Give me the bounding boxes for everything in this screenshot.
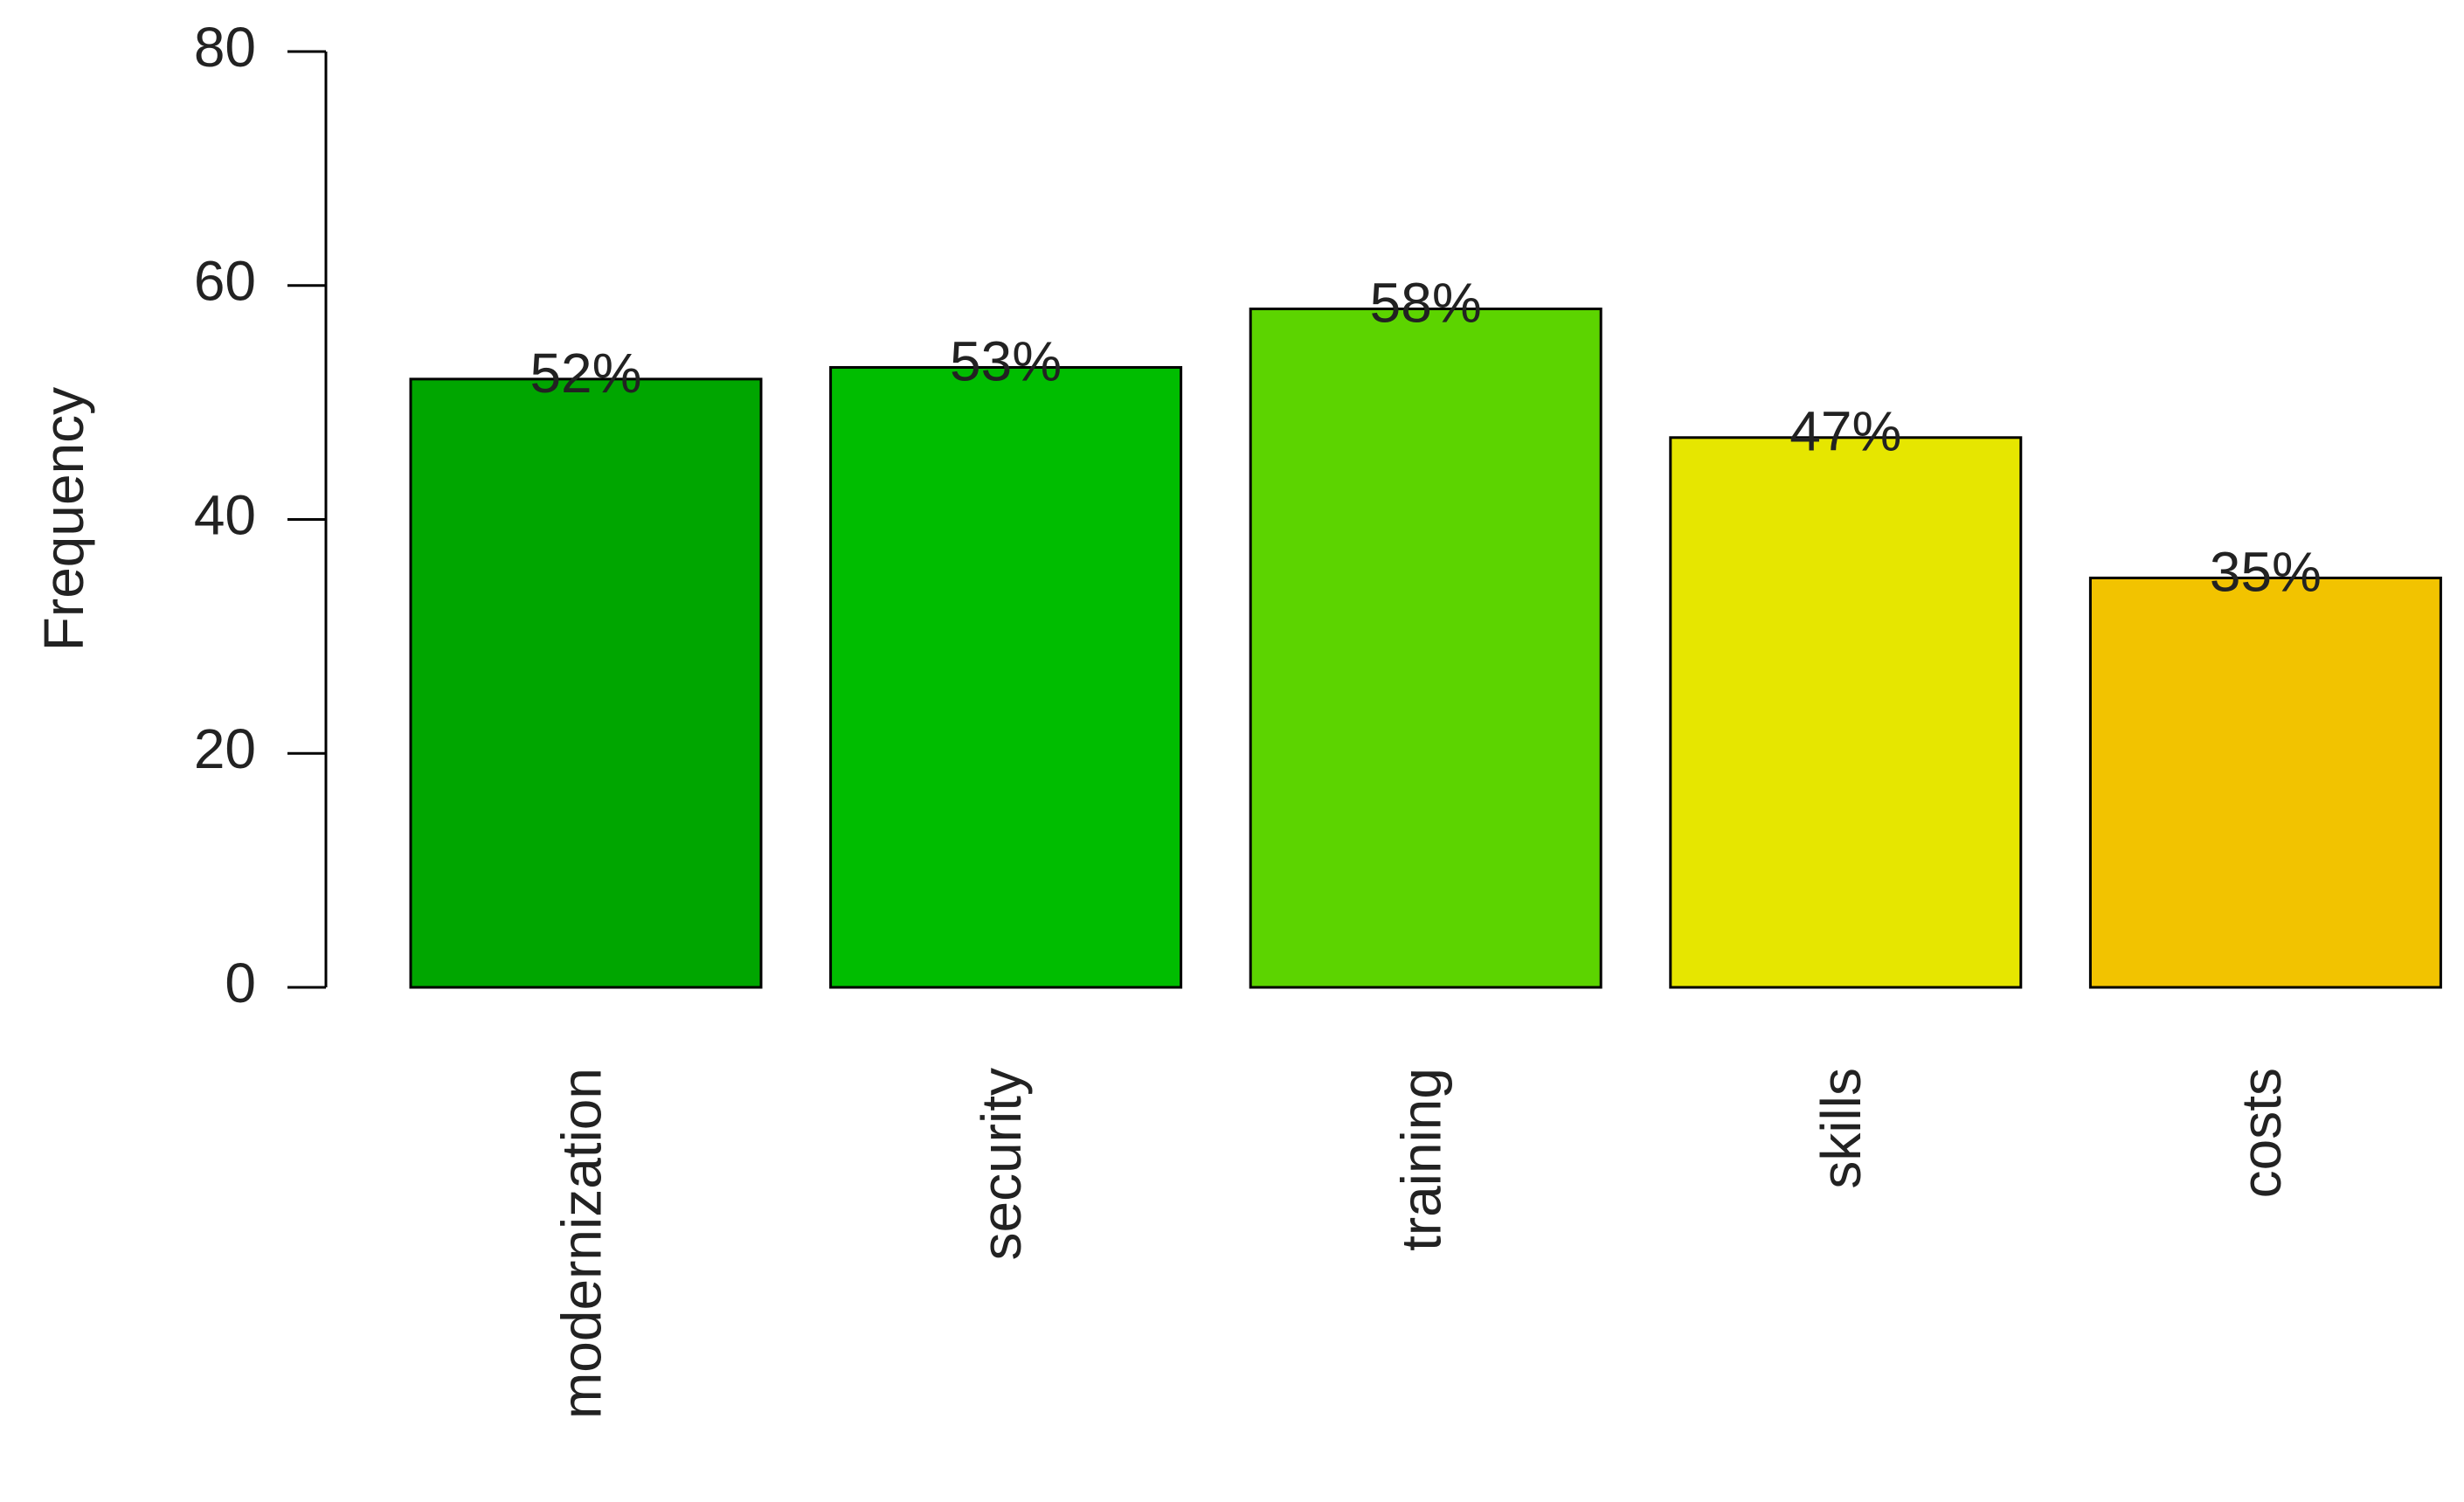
x-tick-label: security	[970, 1068, 1033, 1261]
y-tick-label: 40	[194, 483, 256, 546]
value-label: 53%	[950, 329, 1062, 392]
bar	[409, 377, 763, 989]
y-tick-label: 80	[194, 16, 256, 79]
value-label: 52%	[529, 342, 641, 405]
y-tick-label: 60	[194, 250, 256, 313]
value-label: 35%	[2210, 540, 2322, 603]
value-label: 47%	[1789, 400, 1901, 463]
y-tick-label: 20	[194, 717, 256, 780]
x-tick-label: modernization	[550, 1068, 613, 1419]
bar	[1249, 308, 1602, 989]
y-tick-label: 0	[225, 952, 256, 1014]
x-tick-label: training	[1390, 1068, 1453, 1251]
bar	[1669, 436, 2023, 989]
value-label: 58%	[1370, 271, 1482, 334]
y-axis-title: Frequency	[32, 387, 95, 651]
bar	[829, 365, 1183, 989]
x-tick-label: skills	[1810, 1068, 1872, 1189]
x-tick-label: costs	[2230, 1068, 2293, 1198]
bar	[2088, 576, 2442, 989]
